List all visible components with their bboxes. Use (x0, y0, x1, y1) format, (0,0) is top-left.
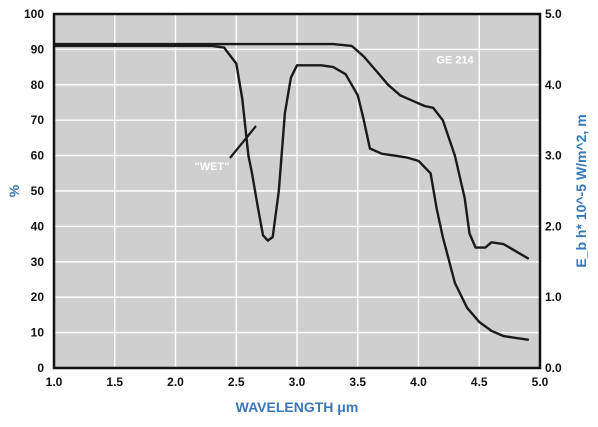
annotation-label: GE 214 (436, 55, 474, 67)
series-line-1 (52, 42, 530, 260)
series-layer (52, 42, 530, 341)
annotations: GE 214 "WET" (195, 55, 475, 173)
x-tick-label: 2.5 (228, 375, 245, 389)
y-tick-label: 70 (31, 113, 45, 127)
x-tick-label: 4.0 (410, 375, 427, 389)
annotation-label: "WET" (195, 161, 230, 173)
x-axis-title: WAVELENGTH μm (236, 399, 359, 415)
y-tick-label: 80 (31, 78, 45, 92)
x-tick-label: 5.0 (532, 375, 549, 389)
y-tick-label: 60 (31, 149, 45, 163)
y2-tick-label: 2.0 (545, 219, 562, 233)
x-tick-label: 3.5 (349, 375, 366, 389)
plot-border (52, 12, 542, 370)
x-axis-ticks: 1.0 1.5 2.0 2.5 3.0 3.5 4.0 4.5 5.0 (46, 375, 549, 389)
wet-pointer-line (229, 125, 257, 159)
x-tick-label: 3.0 (289, 375, 306, 389)
y2-tick-label: 3.0 (545, 149, 562, 163)
x-tick-label: 1.5 (106, 375, 123, 389)
y-axis-title: % (6, 184, 22, 197)
y2-tick-label: 5.0 (545, 7, 562, 21)
x-tick-label: 2.0 (167, 375, 184, 389)
series-line-2 (52, 44, 530, 341)
y2-tick-label: 0.0 (545, 361, 562, 375)
y-tick-label: 30 (31, 255, 45, 269)
x-tick-label: 1.0 (46, 375, 63, 389)
y2-axis-ticks: 0.0 1.0 2.0 3.0 4.0 5.0 (545, 7, 562, 375)
y-tick-label: 50 (31, 184, 45, 198)
x-tick-label: 4.5 (471, 375, 488, 389)
y-tick-label: 0 (37, 361, 44, 375)
y-tick-label: 90 (31, 42, 45, 56)
y2-tick-label: 1.0 (545, 290, 562, 304)
y2-axis-title: E_b h* 10^-5 W/m^2, m (573, 114, 589, 267)
y2-tick-label: 4.0 (545, 78, 562, 92)
y-tick-label: 20 (31, 290, 45, 304)
y-axis-ticks: 0 10 20 30 40 50 60 70 80 90 100 (24, 7, 44, 375)
y-tick-label: 100 (24, 7, 44, 21)
y-tick-label: 40 (31, 219, 45, 233)
y-tick-label: 10 (31, 326, 45, 340)
